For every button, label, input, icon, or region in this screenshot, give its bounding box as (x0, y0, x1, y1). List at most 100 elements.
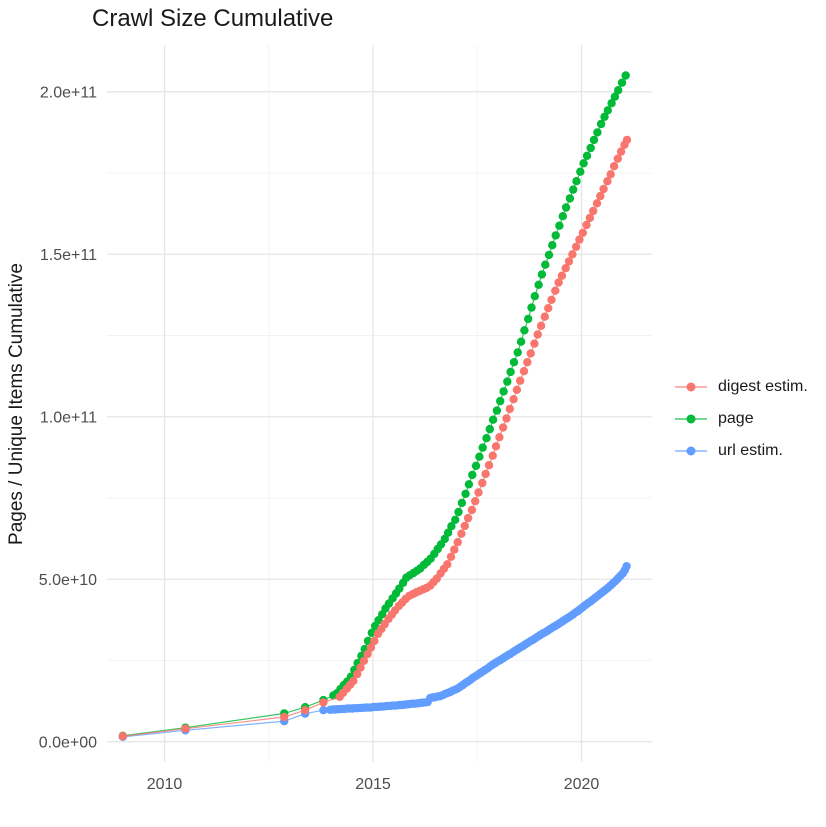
data-point (471, 461, 481, 470)
y-tick-label: 1.5e+11 (40, 247, 97, 264)
data-point (569, 185, 578, 194)
data-point (464, 480, 474, 489)
data-point (616, 147, 626, 156)
data-point (491, 442, 501, 451)
data-point (565, 194, 575, 203)
data-point (557, 271, 567, 280)
legend-key-icon (675, 414, 707, 423)
data-point (481, 469, 490, 479)
x-tick-label: 2015 (355, 776, 391, 793)
data-point (468, 470, 477, 480)
data-point (547, 295, 556, 304)
data-point (454, 507, 463, 517)
data-point (443, 528, 453, 537)
legend-item-url-estim-: url estim. (672, 440, 808, 461)
series-line (122, 75, 627, 737)
data-point (579, 159, 588, 168)
data-point (181, 724, 190, 733)
data-point (564, 257, 574, 266)
data-point (499, 387, 508, 396)
data-point (609, 162, 619, 171)
data-point (572, 177, 581, 186)
series-url-estim- (118, 562, 631, 741)
data-point (513, 348, 522, 357)
data-point (541, 260, 550, 269)
data-point (617, 78, 627, 87)
data-point (502, 414, 511, 423)
y-axis-title: Pages / Unique Items Cumulative (6, 263, 27, 545)
series-digest-estim- (118, 135, 632, 741)
data-point (457, 498, 467, 508)
data-point (589, 206, 598, 216)
data-point (536, 321, 546, 330)
data-point (544, 250, 554, 260)
data-point (512, 385, 522, 394)
legend-item-digest-estim-: digest estim. (672, 376, 808, 397)
data-point (610, 92, 620, 101)
data-point (523, 358, 532, 367)
data-point (571, 242, 581, 251)
data-point (474, 488, 483, 497)
legend-label: url estim. (718, 441, 783, 459)
data-point (509, 395, 518, 404)
data-point (506, 367, 515, 377)
data-point (576, 167, 585, 176)
data-point (603, 177, 612, 186)
data-point (603, 106, 612, 115)
legend-label: digest estim. (718, 377, 808, 395)
data-point (460, 521, 469, 531)
data-point (370, 636, 379, 646)
data-point (596, 191, 605, 201)
data-point (526, 349, 535, 358)
data-point (575, 235, 584, 244)
data-point (488, 451, 497, 460)
data-point (596, 119, 606, 129)
data-point (503, 377, 512, 386)
chart-title: Crawl Size Cumulative (92, 5, 334, 32)
y-tick-label: 2.0e+11 (40, 84, 97, 101)
data-point (622, 135, 632, 145)
data-point (530, 339, 539, 348)
data-point (586, 143, 595, 153)
data-point (509, 358, 519, 367)
data-point (319, 698, 328, 707)
series-line (122, 565, 628, 738)
legend-label: page (718, 409, 754, 427)
data-point (440, 534, 449, 544)
legend-key-icon (675, 382, 707, 391)
data-point (593, 128, 602, 137)
data-point (599, 184, 608, 194)
data-point (359, 656, 369, 665)
data-point (554, 278, 563, 287)
data-point (118, 732, 128, 741)
data-point (443, 560, 452, 569)
data-point (505, 404, 514, 414)
data-point (467, 505, 477, 515)
data-point (534, 280, 543, 289)
data-point (561, 264, 570, 273)
data-point (537, 270, 547, 279)
data-point (492, 406, 502, 415)
data-point (622, 562, 631, 571)
data-point (516, 376, 525, 385)
data-point (533, 330, 542, 339)
data-point (453, 538, 462, 547)
y-tick-label: 5.0e+10 (39, 572, 97, 589)
data-point (363, 636, 373, 646)
data-point (600, 112, 609, 122)
data-point (519, 367, 529, 376)
y-tick-label: 1.0e+11 (40, 409, 97, 426)
data-point (367, 628, 376, 637)
data-point (606, 170, 615, 179)
data-point (475, 452, 484, 461)
data-point (589, 135, 599, 145)
data-point (300, 706, 310, 715)
data-point (516, 337, 526, 346)
data-point (621, 71, 630, 80)
x-tick-label: 2010 (147, 776, 183, 793)
data-point (530, 292, 539, 301)
data-point (471, 497, 480, 506)
data-point (450, 545, 459, 554)
data-point (478, 478, 487, 488)
